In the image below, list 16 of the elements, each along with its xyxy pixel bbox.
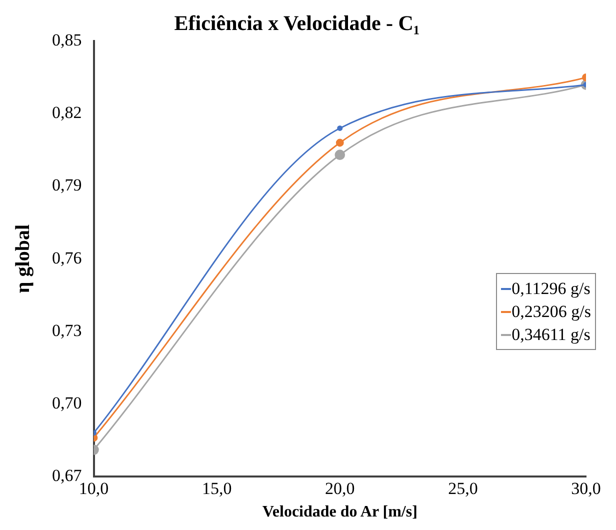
y-axis-title: η global (12, 224, 34, 294)
x-tick-label: 20,0 (325, 479, 355, 498)
legend-label: 0,23206 g/s (512, 301, 591, 323)
y-tick-label: 0,76 (52, 248, 82, 268)
y-tick-label: 0,79 (52, 176, 82, 195)
y-tick-label: 0,70 (52, 393, 82, 412)
x-axis-title: Velocidade do Ar [m/s] (262, 504, 418, 521)
y-tick-label: 0,82 (52, 103, 82, 122)
chart-title: Eficiência x Velocidade - C₁ (174, 11, 420, 36)
x-tick-label: 15,0 (202, 479, 232, 498)
y-tick-label: 0,73 (52, 320, 82, 340)
y-tick-label: 0,85 (52, 30, 82, 50)
legend-label: 0,11296 g/s (512, 278, 590, 300)
x-tick-label: 30,0 (571, 479, 601, 498)
legend-label: 0,34611 g/s (512, 324, 590, 346)
x-tick-label: 25,0 (448, 479, 478, 498)
